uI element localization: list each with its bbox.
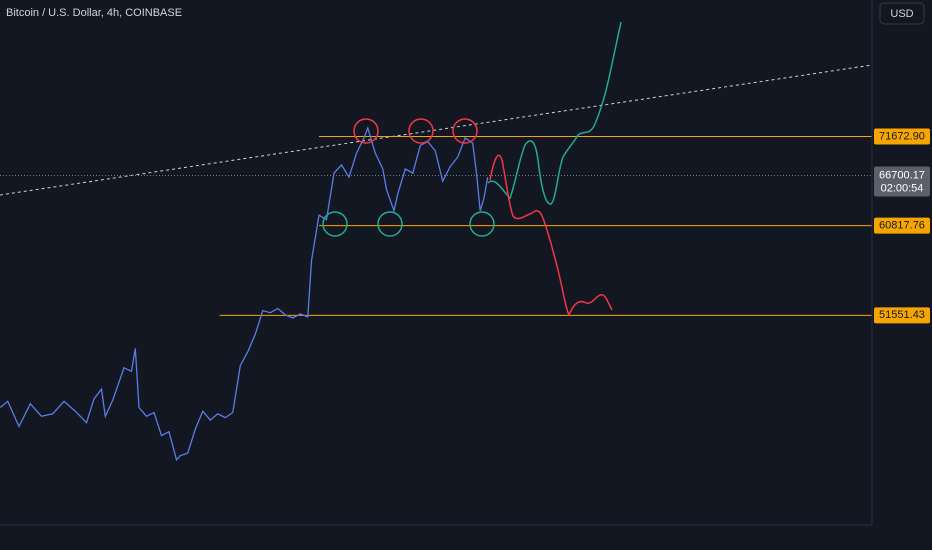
bear-projection <box>489 154 613 317</box>
bottom-circle <box>377 211 403 237</box>
top-circle <box>452 118 478 144</box>
top-circle <box>408 118 434 144</box>
level-label: 60817.76 <box>879 220 925 232</box>
currency-label[interactable]: USD <box>890 8 913 20</box>
last-price-tag <box>874 166 930 197</box>
countdown-label: 02:00:54 <box>881 182 924 194</box>
chart-title: Bitcoin / U.S. Dollar, 4h, COINBASE <box>6 7 182 19</box>
price-line <box>0 125 489 462</box>
price-axis <box>872 0 932 550</box>
level-label: 51551.43 <box>879 309 925 321</box>
levels <box>0 135 872 316</box>
bottom-circle <box>469 211 495 237</box>
bull-projection <box>487 21 622 205</box>
price-tag <box>874 307 930 324</box>
currency-button[interactable] <box>879 2 925 25</box>
top-circle <box>353 118 379 144</box>
time-axis <box>0 525 872 550</box>
series <box>0 125 489 462</box>
last-price-label: 66700.17 <box>879 169 925 181</box>
trend-line <box>0 64 873 196</box>
price-tag <box>874 128 930 145</box>
price-tag <box>874 217 930 234</box>
drawings <box>322 21 622 317</box>
bottom-circle <box>322 211 348 237</box>
level-label: 71672.90 <box>879 130 925 142</box>
